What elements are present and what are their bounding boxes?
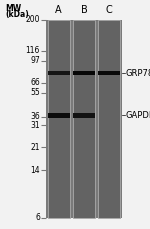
Bar <box>48 20 70 218</box>
Text: B: B <box>81 5 87 15</box>
Text: 200: 200 <box>26 16 40 25</box>
Bar <box>48 71 70 75</box>
Text: MW: MW <box>5 4 21 13</box>
Text: 66: 66 <box>30 78 40 87</box>
Text: GRP78: GRP78 <box>126 69 150 78</box>
Text: 55: 55 <box>30 88 40 97</box>
Bar <box>48 113 70 117</box>
Text: GAPDH: GAPDH <box>126 111 150 120</box>
Bar <box>73 113 95 117</box>
Text: A: A <box>55 5 62 15</box>
Bar <box>46 20 122 218</box>
Text: C: C <box>106 5 113 15</box>
Bar <box>73 71 95 75</box>
Text: 97: 97 <box>30 56 40 65</box>
Text: (kDa): (kDa) <box>5 10 29 19</box>
Text: 31: 31 <box>30 121 40 130</box>
Text: 116: 116 <box>26 46 40 55</box>
Bar <box>73 20 95 218</box>
Text: 21: 21 <box>30 143 40 152</box>
Text: 14: 14 <box>30 166 40 175</box>
Text: 6: 6 <box>35 213 40 223</box>
Text: 36: 36 <box>30 112 40 121</box>
Bar <box>98 71 120 75</box>
Bar <box>98 20 120 218</box>
